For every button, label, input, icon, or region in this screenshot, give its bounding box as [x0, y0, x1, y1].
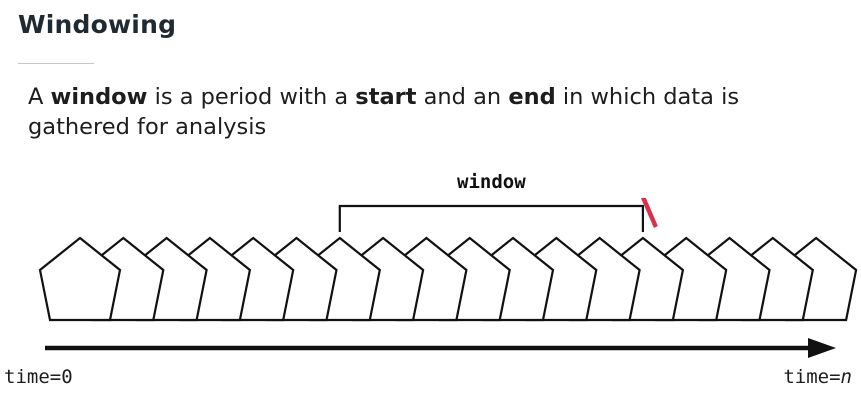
- time-end-label: time=n: [783, 366, 852, 388]
- window-bracket: [338, 204, 644, 232]
- title-divider: [18, 63, 94, 64]
- description-text: A window is a period with a start and an…: [28, 82, 848, 142]
- keyword-end: end: [508, 84, 556, 110]
- description-part-2: is a period with a: [147, 84, 356, 110]
- data-stream: [38, 236, 858, 322]
- time-start-label: time=0: [4, 366, 73, 388]
- description-part-1: A: [28, 84, 51, 110]
- data-element-pentagon: [38, 236, 122, 322]
- keyword-start: start: [355, 84, 417, 110]
- window-label: window: [457, 171, 526, 193]
- time-axis-arrowhead: [808, 338, 836, 358]
- description-part-3: and an: [416, 84, 509, 110]
- slide-title: Windowing: [18, 10, 177, 39]
- description-part-4: in which data is gathered for analysis: [28, 84, 740, 140]
- time-end-prefix: time=: [783, 366, 840, 388]
- keyword-window: window: [50, 84, 148, 110]
- window-end-marker: [640, 198, 658, 228]
- time-end-variable: n: [841, 366, 852, 388]
